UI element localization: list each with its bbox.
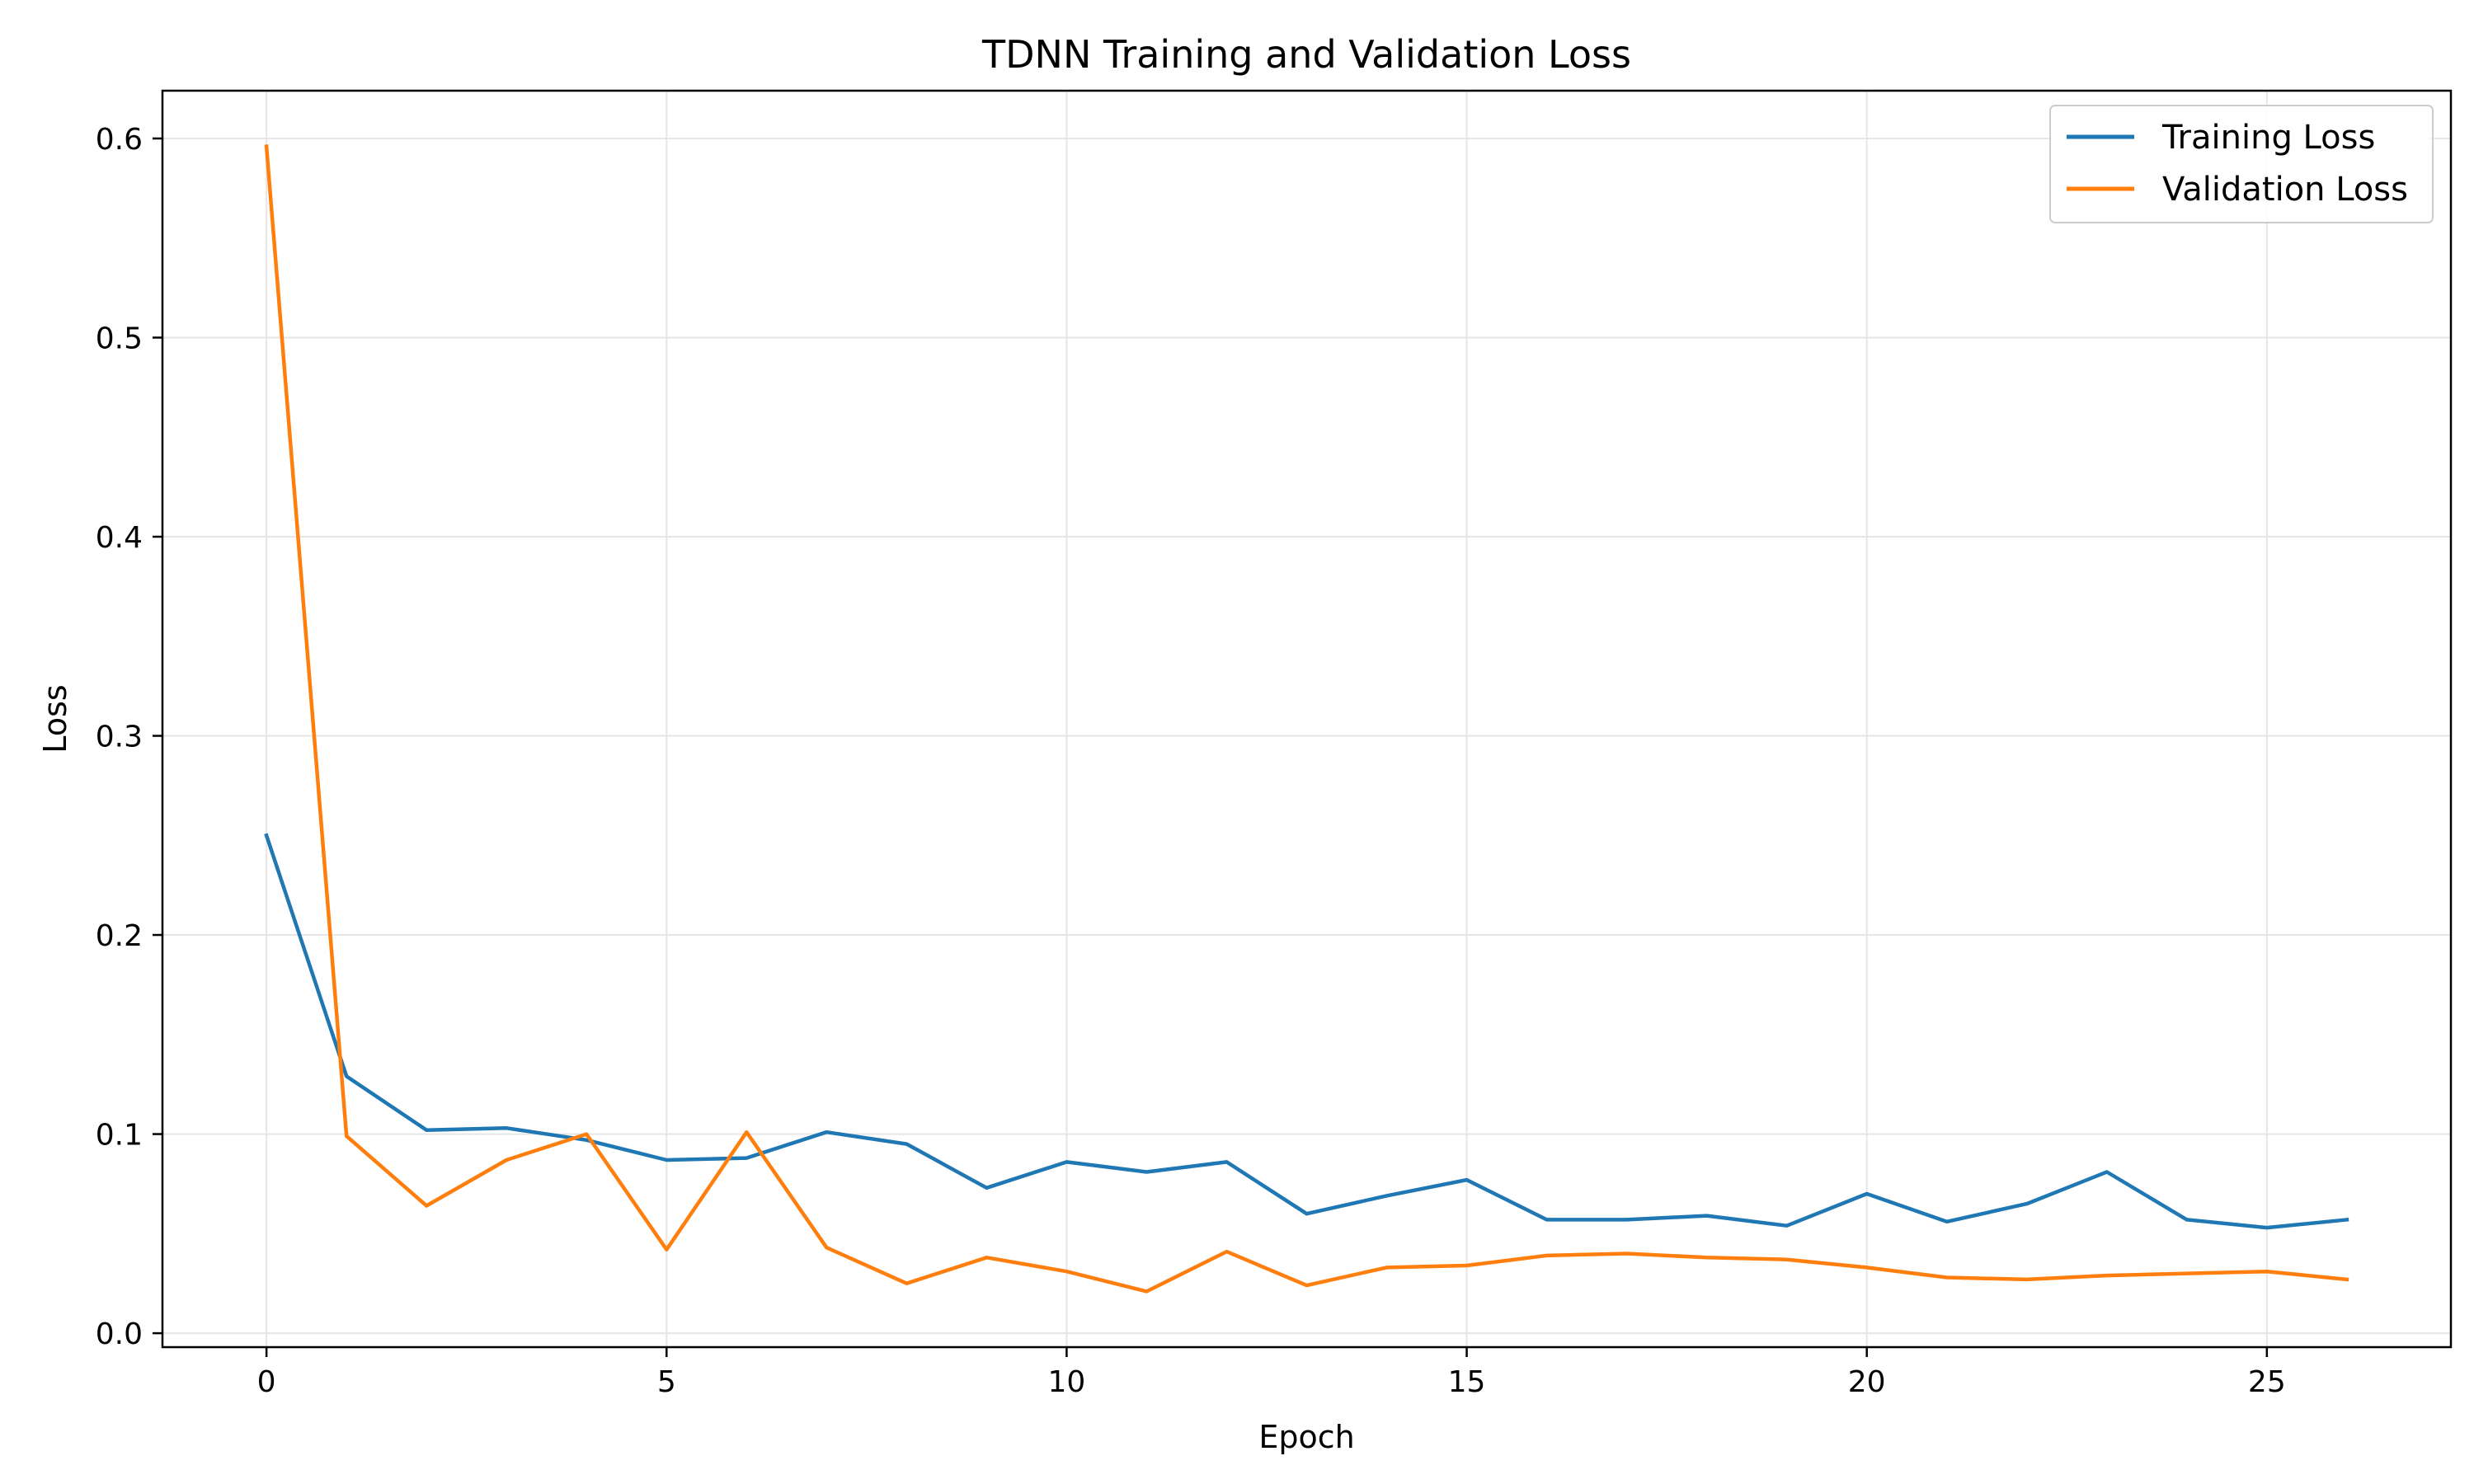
- legend: Training Loss Validation Loss: [2049, 105, 2434, 223]
- training-loss-line: [264, 833, 2349, 1230]
- y-tick-label: 0.0: [96, 1317, 143, 1351]
- y-axis-title: Loss: [37, 684, 73, 753]
- plot-frame: [161, 89, 2453, 1349]
- y-tick-label: 0.1: [96, 1119, 143, 1153]
- series-lines: [264, 144, 2349, 1294]
- y-tick-label: 0.3: [96, 721, 143, 754]
- x-axis-title: Epoch: [1258, 1419, 1354, 1455]
- x-tick-label: 5: [657, 1365, 676, 1399]
- y-tick-label: 0.4: [96, 521, 143, 555]
- y-tick-label: 0.2: [96, 919, 143, 953]
- validation-loss-line: [264, 144, 2349, 1294]
- x-tick-label: 10: [1048, 1365, 1086, 1399]
- x-tick-label: 0: [257, 1365, 276, 1399]
- chart-title: TDNN Training and Validation Loss: [981, 32, 1631, 77]
- x-tick-label: 20: [1848, 1365, 1886, 1399]
- legend-label-training: Training Loss: [2161, 119, 2375, 157]
- y-tick-label: 0.6: [96, 123, 143, 157]
- x-tick-label: 15: [1448, 1365, 1486, 1399]
- x-tick-label: 25: [2248, 1365, 2286, 1399]
- legend-box: [2049, 105, 2434, 223]
- legend-label-validation: Validation Loss: [2162, 171, 2408, 209]
- y-tick-label: 0.5: [96, 322, 143, 355]
- axis-ticks: 0 5 10 15 20 25 0.0 0.1 0.2 0.3 0.4 0.5 0.6: [96, 123, 2286, 1399]
